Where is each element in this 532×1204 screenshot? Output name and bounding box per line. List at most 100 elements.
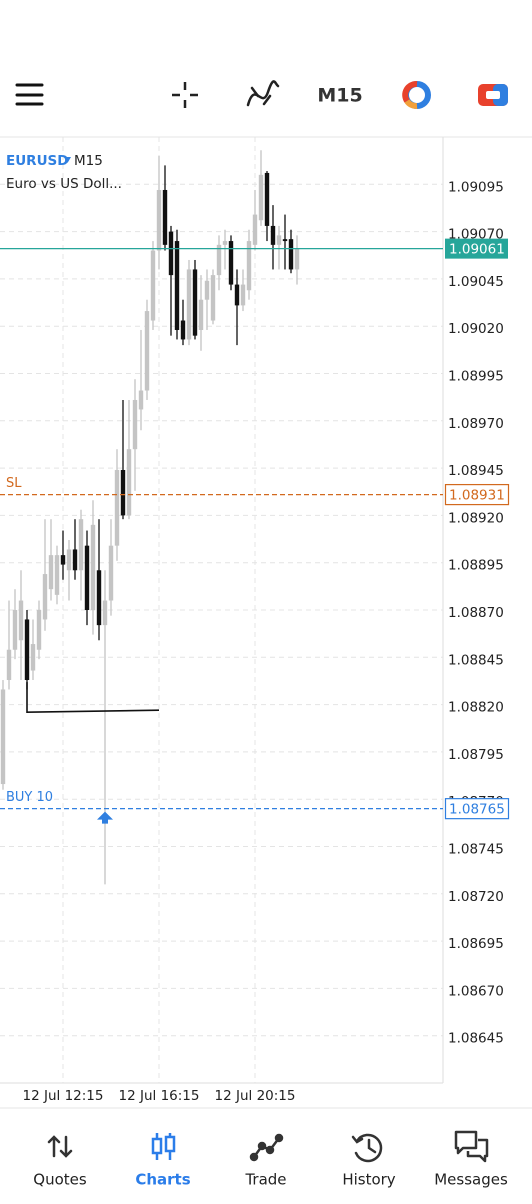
x-tick-label: 12 Jul 20:15 [215,1088,296,1104]
candle-body [246,241,252,291]
candle-body [204,280,210,300]
candle-body [186,269,192,340]
candle-body [108,545,114,601]
candle-body [294,248,300,270]
history-icon[interactable] [351,1133,383,1163]
level-price-label: 1.08765 [449,802,505,818]
candle-body [162,189,168,245]
y-tick-label: 1.08820 [448,700,504,716]
messages-icon[interactable] [454,1130,489,1163]
x-tick-label: 12 Jul 16:15 [119,1088,200,1104]
x-tick-label: 12 Jul 12:15 [23,1088,104,1104]
candle-body [84,545,90,610]
candle-body [72,549,78,571]
charts-icon[interactable] [151,1133,176,1160]
nav-label[interactable]: Charts [135,1171,190,1189]
candle-body [174,241,180,330]
candle-body [18,600,24,641]
candle-body [264,172,270,226]
bottom-nav: Quotes Charts Trade History Messages [33,1171,508,1189]
candle-body [102,600,108,626]
candle-body [282,239,288,242]
candle-body [60,555,66,565]
trendline [26,682,160,713]
y-tick-label: 1.08845 [448,652,504,668]
candle-body [276,235,282,245]
level-price-box [444,483,510,506]
level-price-label: 1.08931 [449,488,505,504]
y-tick-label: 1.08645 [448,1031,504,1047]
candle-body [114,469,120,546]
candle-body [252,214,258,245]
candle-body [240,284,246,306]
candle-body [168,231,174,276]
candle-body [270,225,276,245]
chart: 1.09095 1.09070 1.09045 1.09020 1.08995 1.089… [0,137,510,1104]
trade-button[interactable] [402,81,431,109]
candle-body [30,644,36,671]
candle-body [96,570,102,626]
candle-body [144,311,150,391]
y-tick-label: 1.08870 [448,605,504,621]
y-tick-label: 1.08945 [448,463,504,479]
candle-body [210,275,216,321]
candle-body [120,469,126,516]
y-tick-label: 1.09095 [448,179,504,195]
y-tick-label: 1.08745 [448,842,504,858]
nav-label[interactable]: Quotes [33,1171,87,1189]
nav-label[interactable]: Trade [244,1171,286,1189]
y-tick-label: 1.08895 [448,558,504,574]
y-tick-label: 1.08720 [448,889,504,905]
one-click-button[interactable] [478,84,508,106]
candle-body [78,519,84,571]
candle-body [222,241,228,245]
candle-body [192,269,198,336]
chart-timeframe: M15 [74,153,103,169]
timeframe-button[interactable]: M15 [317,85,362,107]
candle-body [90,524,96,610]
candle-body [36,610,42,650]
crosshair-button[interactable] [172,82,198,108]
y-tick-label: 1.08795 [448,747,504,763]
level-name: BUY 10 [6,790,53,805]
candle-body [0,689,6,785]
candle-body [54,555,60,595]
candle-body [24,619,30,681]
symbol-description: Euro vs US Doll... [6,176,122,192]
candle-body [126,449,132,516]
y-tick-label: 1.08995 [448,369,504,385]
last-price-box [445,238,508,259]
nav-label[interactable]: Messages [434,1171,508,1189]
buy-arrow [97,811,113,824]
y-tick-label: 1.09045 [448,274,504,290]
candle-body [288,239,294,270]
symbol[interactable]: EURUSD [6,153,68,169]
candle-body [156,189,162,251]
candle-body [234,284,240,306]
candle-body [6,649,12,681]
level-price-box [444,798,510,820]
y-tick-label: 1.08670 [448,983,504,999]
y-tick-label: 1.09070 [448,227,504,243]
symbol-dropdown[interactable] [64,157,71,163]
nav-label[interactable]: History [342,1171,395,1189]
candle-body [42,574,48,620]
level-name: SL [6,476,22,491]
candle-body [180,320,186,340]
y-tick-label: 1.08920 [448,510,504,526]
indicators-button[interactable] [246,80,280,107]
candle-body [48,555,54,590]
menu-button[interactable] [15,83,44,106]
y-tick-label: 1.09020 [448,321,504,337]
candle-body [216,244,222,276]
candle-body [258,174,264,221]
quotes-icon[interactable] [47,1135,73,1158]
candle-body [138,390,144,410]
y-tick-label: 1.08695 [448,936,504,952]
candle-body [150,250,156,321]
candle-body [228,241,234,285]
last-price-label: 1.09061 [449,242,505,258]
trade-icon[interactable] [249,1133,284,1162]
